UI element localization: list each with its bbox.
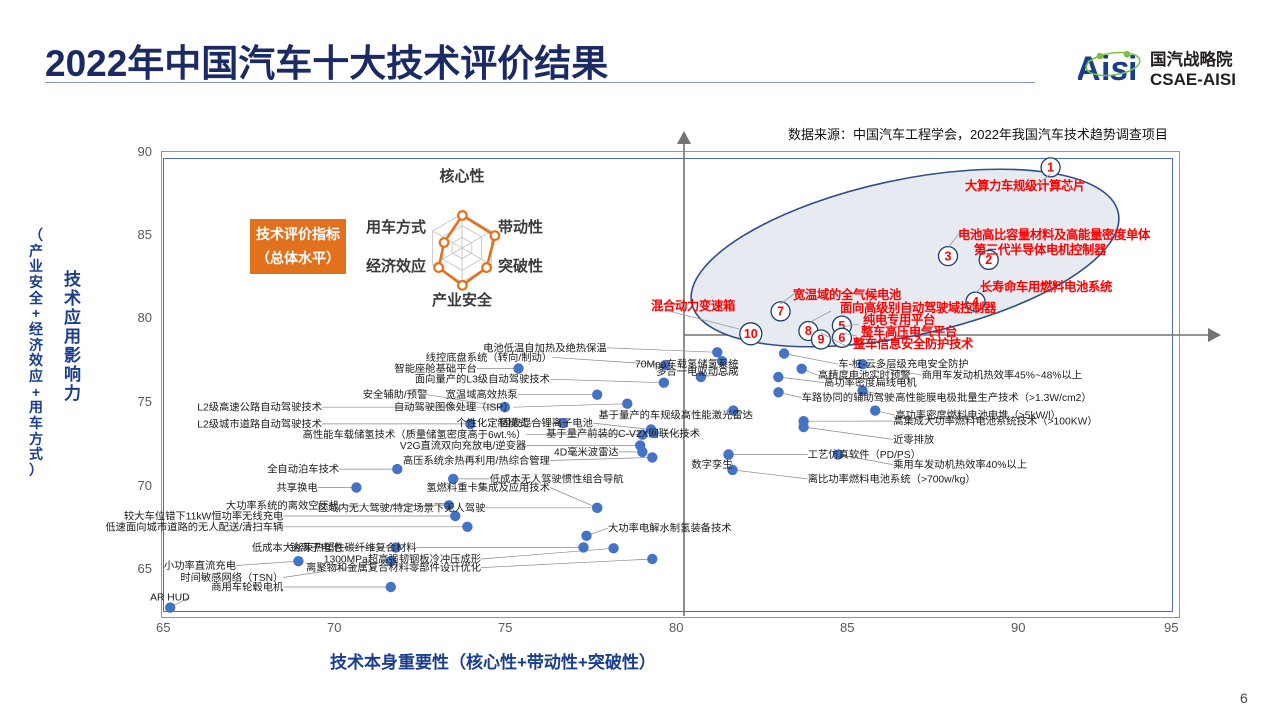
svg-text:7: 7 (777, 305, 784, 319)
svg-text:整车信息安全防护技术: 整车信息安全防护技术 (852, 336, 974, 351)
svg-text:CSAE-AISI: CSAE-AISI (1150, 70, 1236, 89)
svg-text:1: 1 (1047, 161, 1054, 175)
svg-text:10: 10 (744, 327, 758, 341)
svg-text:混合动力变速箱: 混合动力变速箱 (651, 298, 735, 313)
svg-text:9: 9 (818, 333, 825, 347)
svg-text:长寿命车用燃料电池系统: 长寿命车用燃料电池系统 (980, 279, 1113, 294)
svg-text:3: 3 (945, 249, 952, 263)
svg-text:8: 8 (805, 324, 812, 338)
svg-text:大算力车规级计算芯片: 大算力车规级计算芯片 (965, 178, 1085, 193)
svg-text:国汽战略院: 国汽战略院 (1150, 49, 1233, 69)
svg-text:宽温域的全气候电池: 宽温域的全气候电池 (792, 287, 902, 302)
svg-text:第三代半导体电机控制器: 第三代半导体电机控制器 (974, 242, 1107, 257)
svg-text:电池高比容量材料及高能量密度单体: 电池高比容量材料及高能量密度单体 (958, 227, 1151, 242)
